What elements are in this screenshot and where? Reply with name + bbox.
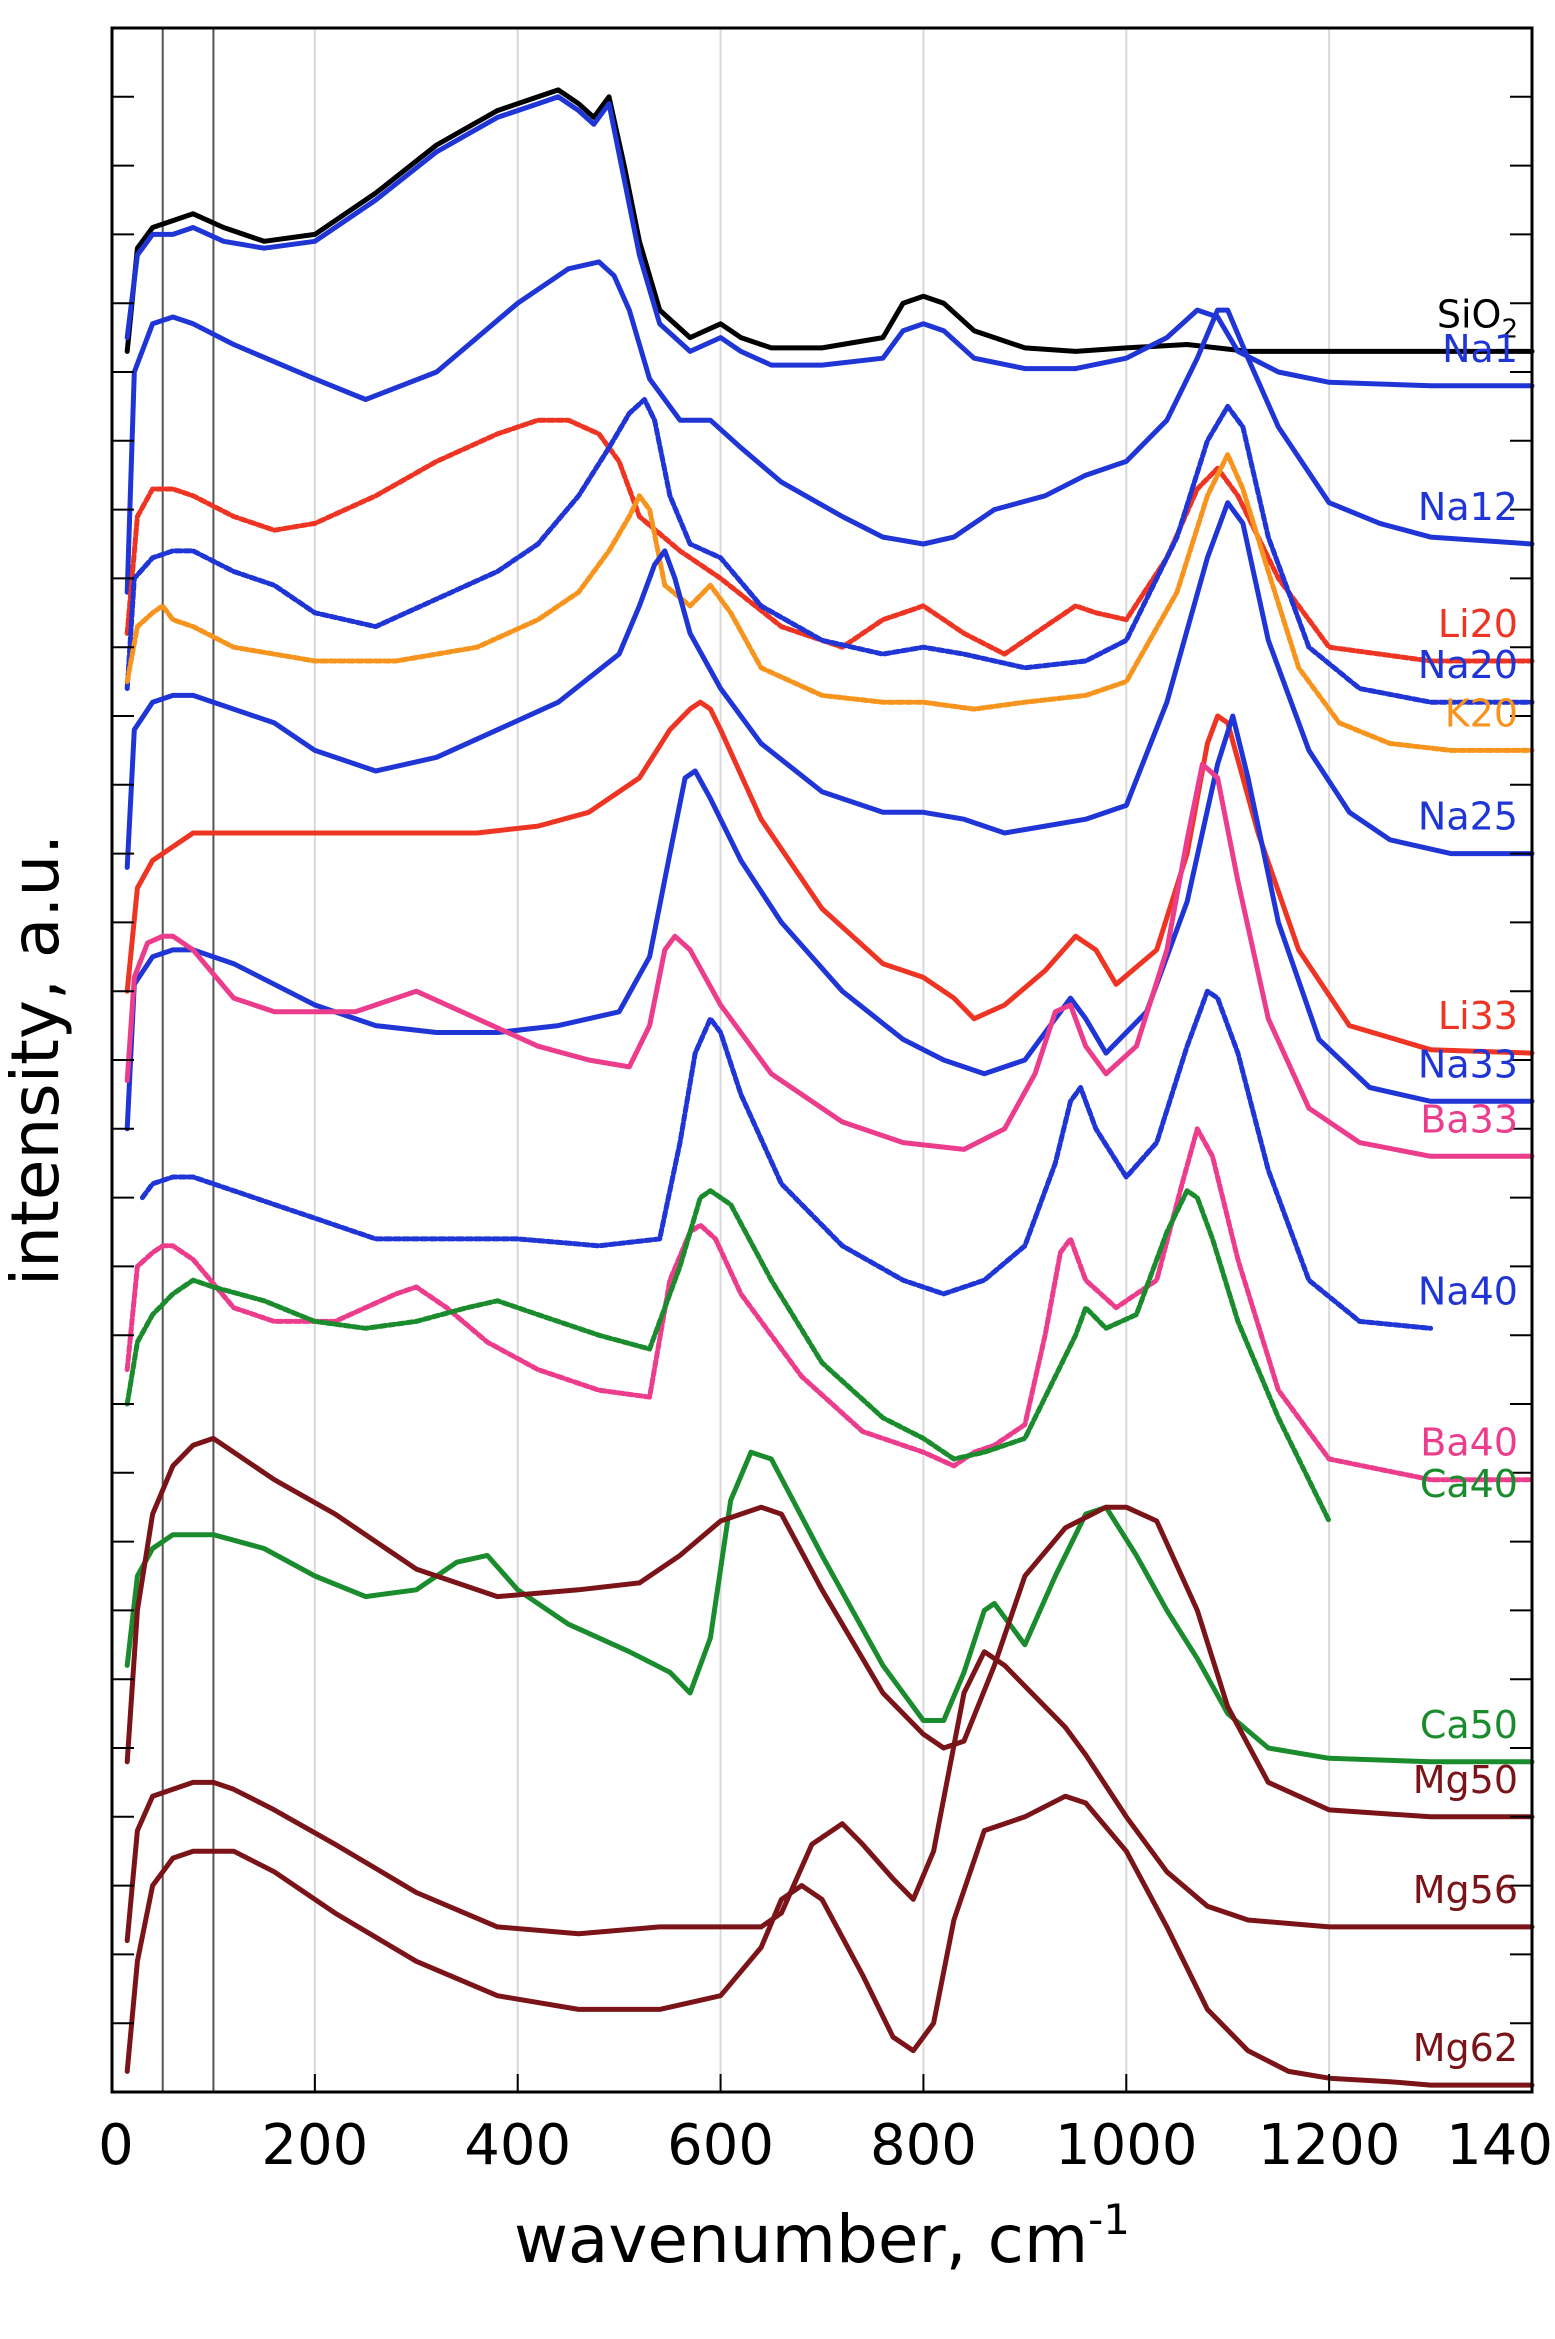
series-line-li33: [124, 699, 1535, 1056]
x-axis-title-text: wavenumber, cm: [514, 2201, 1088, 2278]
x-ticks: 0 200 400 600 800 1000 1200 140: [98, 2074, 1553, 2178]
series-label-mg56: Mg56: [1413, 1868, 1518, 1912]
series-label-na20: Na20: [1418, 643, 1518, 687]
series-line-na33: [124, 713, 1535, 1132]
x-tick-label: 140: [1446, 2113, 1553, 2178]
x-axis-title: wavenumber, cm-1: [514, 2195, 1130, 2278]
x-tick-label: 600: [667, 2113, 774, 2178]
series-label-k20: K20: [1445, 691, 1518, 735]
series-line-ca40: [124, 1188, 1332, 1524]
series-label-na1: Na1: [1442, 327, 1518, 371]
series-label-ba40: Ba40: [1420, 1421, 1518, 1465]
series-line-na25: [124, 500, 1535, 870]
series-line-k20: [124, 452, 1535, 753]
series-line-ba33: [124, 761, 1535, 1159]
series-line-li20: [124, 417, 1535, 664]
series-line-na20: [124, 397, 1535, 705]
series-label-na12: Na12: [1418, 485, 1518, 529]
x-tick-label: 1000: [1055, 2113, 1198, 2178]
x-tick-label: 400: [464, 2113, 571, 2178]
y-axis-title: intensity, a.u.: [0, 834, 74, 1286]
series-line-na40: [139, 988, 1434, 1331]
grid-layer: [161, 28, 1331, 2092]
plot-frame: [110, 26, 1534, 2094]
series-line-na12: [124, 259, 1535, 595]
x-tick-label: 0: [98, 2113, 134, 2178]
series-label-na25: Na25: [1418, 795, 1518, 839]
series-line-mg62: [124, 1793, 1535, 2088]
series-layer: [124, 87, 1535, 2088]
x-tick-label: 200: [261, 2113, 368, 2178]
series-line-ba40: [124, 1126, 1535, 1483]
series-line-na1: [124, 94, 1535, 389]
series-line-mg56: [124, 1649, 1535, 1944]
series-label-na33: Na33: [1418, 1042, 1518, 1086]
series-label-mg50: Mg50: [1413, 1758, 1518, 1802]
series-line-sio2: [124, 87, 1535, 354]
series-label-ba33: Ba33: [1420, 1097, 1518, 1141]
series-line-ca50: [124, 1449, 1535, 1765]
series-label-na40: Na40: [1418, 1269, 1518, 1313]
series-label-ca50: Ca50: [1420, 1703, 1518, 1747]
series-label-sio2: SiO2: [1437, 292, 1518, 344]
series-label-li20: Li20: [1438, 602, 1518, 646]
x-tick-label: 1200: [1258, 2113, 1401, 2178]
series-line-mg50: [124, 1435, 1535, 1820]
series-label-mg62: Mg62: [1413, 2026, 1518, 2070]
y-ticks: [112, 95, 1532, 2093]
series-label-ca40: Ca40: [1420, 1462, 1518, 1506]
x-tick-label: 800: [870, 2113, 977, 2178]
x-axis-title-sup: -1: [1088, 2195, 1130, 2244]
series-label-li33: Li33: [1438, 994, 1518, 1038]
